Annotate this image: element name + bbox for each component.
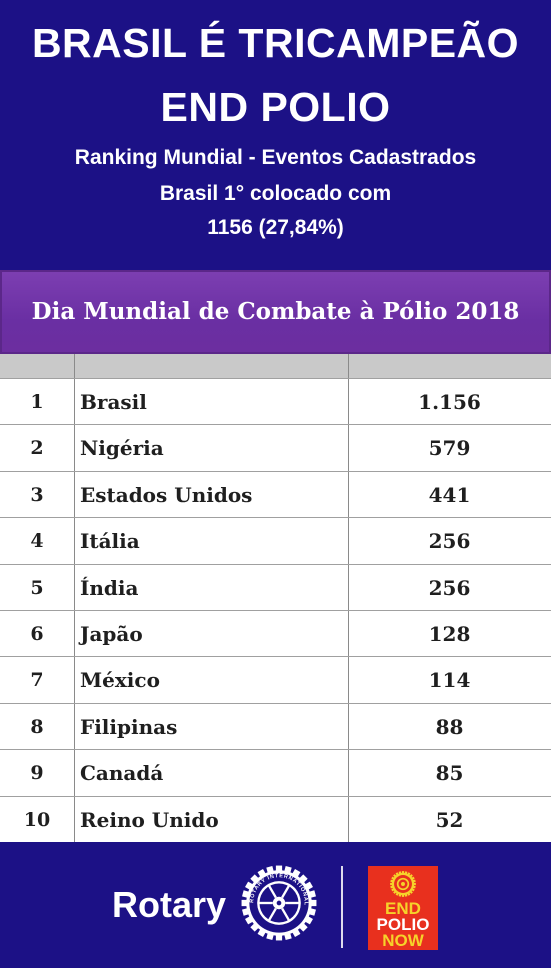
- endpolio-wheel-icon: [390, 871, 416, 897]
- rank-cell: 5: [30, 576, 44, 599]
- value-cell: 114: [428, 668, 471, 693]
- table-row: 6 Japão 128: [0, 610, 551, 657]
- rank-cell: 1: [30, 391, 44, 413]
- country-cell: Itália: [80, 529, 140, 554]
- table-row: 3 Estados Unidos 441: [0, 470, 551, 518]
- country-cell: Filipinas: [80, 714, 178, 739]
- table-row: 4 Itália 256: [0, 517, 551, 564]
- subtitle-line-1: Ranking Mundial - Eventos Cadastrados: [74, 146, 477, 169]
- title-line-2: END POLIO: [160, 84, 391, 130]
- table-row: 2 Nigéria 579: [0, 424, 551, 471]
- rank-cell: 9: [30, 762, 44, 785]
- value-cell: 579: [428, 436, 471, 461]
- column-divider: [348, 354, 349, 842]
- table-row: 7 México 114: [0, 656, 551, 703]
- value-cell: 128: [428, 622, 471, 646]
- country-cell: México: [80, 668, 160, 693]
- rank-cell: 10: [23, 808, 51, 831]
- rank-cell: 7: [30, 669, 44, 692]
- country-cell: Estados Unidos: [80, 482, 253, 507]
- rank-cell: 8: [30, 715, 44, 738]
- subtitle-line-3: 1156 (27,84%): [207, 216, 344, 239]
- table-row: 9 Canadá 85: [0, 749, 551, 796]
- title-line-1: BRASIL É TRICAMPEÃO: [31, 20, 520, 66]
- country-cell: Brasil: [80, 390, 147, 414]
- rotary-wordmark: Rotary: [112, 884, 227, 925]
- subtitle-line-2: Brasil 1° colocado com: [159, 182, 392, 205]
- value-cell: 52: [435, 807, 464, 832]
- table-row: 8 Filipinas 88: [0, 702, 551, 750]
- rank-cell: 6: [30, 623, 44, 645]
- table-row: 10 Reino Unido 52: [0, 795, 551, 843]
- endpolio-polio-text: POLIO: [376, 915, 430, 934]
- table-row: 1 Brasil 1.156: [0, 378, 551, 425]
- value-cell: 85: [435, 761, 464, 786]
- column-divider: [74, 354, 75, 842]
- value-cell: 1.156: [418, 390, 481, 414]
- rotary-wheel-icon: ROTARY INTERNATIONAL: [241, 865, 317, 941]
- country-cell: Japão: [80, 622, 143, 646]
- country-cell: Índia: [80, 575, 139, 600]
- rank-cell: 3: [30, 483, 44, 506]
- endpolio-end-text: END: [385, 899, 421, 918]
- rank-cell: 4: [30, 530, 44, 553]
- rank-cell: 2: [30, 437, 44, 460]
- country-cell: Reino Unido: [80, 807, 219, 832]
- table-header-row: [0, 354, 551, 379]
- value-cell: 256: [428, 529, 471, 554]
- endpolio-logo-icon: END POLIO NOW: [368, 866, 438, 950]
- logo-divider: [341, 866, 343, 948]
- table-row: 5 Índia 256: [0, 563, 551, 611]
- country-cell: Canadá: [80, 761, 164, 786]
- value-cell: 441: [428, 482, 471, 507]
- value-cell: 256: [428, 575, 471, 600]
- table-title: Dia Mundial de Combate à Pólio 2018: [0, 270, 551, 354]
- ranking-table: Dia Mundial de Combate à Pólio 2018 1 Bra…: [0, 270, 551, 842]
- endpolio-now-text: NOW: [382, 931, 424, 950]
- value-cell: 88: [435, 714, 464, 739]
- country-cell: Nigéria: [80, 436, 164, 461]
